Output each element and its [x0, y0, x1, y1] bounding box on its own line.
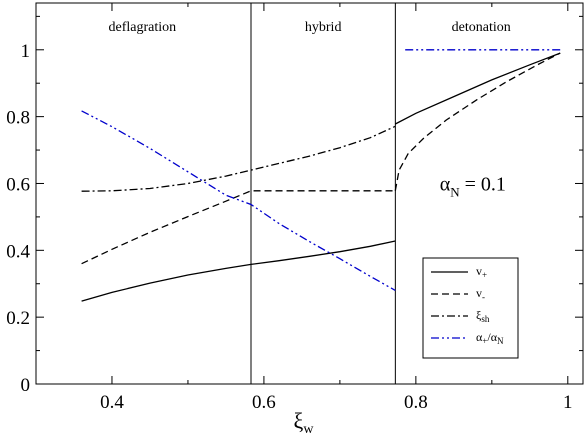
legend-symbol-rest: /α [487, 330, 497, 344]
x-axis-subscript: w [303, 422, 314, 437]
region-labels: deflagration hybrid detonation [109, 20, 511, 35]
region-label-hybrid: hybrid [305, 20, 342, 35]
y-tick-label: 1 [21, 41, 31, 62]
series-line-0 [81, 240, 396, 302]
x-tick-label: 0.6 [252, 392, 276, 413]
alpha-n-text: αN = 0.1 [440, 173, 506, 199]
legend-box [422, 257, 519, 359]
legend-subscript: + [482, 270, 487, 280]
alpha-subscript: N [450, 184, 460, 199]
alpha-n-annotation: αN = 0.1 [440, 173, 506, 199]
y-tick-label: 0.8 [6, 108, 30, 129]
legend-subscript: - [482, 292, 485, 302]
region-label-detonation: detonation [452, 20, 511, 35]
region-boundaries [250, 3, 396, 384]
series-line-3 [81, 110, 396, 291]
alpha-symbol: α [440, 173, 451, 195]
legend-symbol: ξ [476, 308, 482, 322]
series-line-1 [81, 190, 396, 265]
series-line-2 [81, 125, 396, 192]
legend-entry: α+/αN [476, 330, 504, 346]
y-tick-label: 0 [21, 375, 31, 396]
x-tick-label: 0.4 [100, 392, 124, 413]
x-axis-symbol: ξ [294, 408, 304, 433]
y-tick-label: 0.2 [6, 308, 30, 329]
axis-ticks: 0.4 0.6 0.8 1 0 0.2 0.4 0.6 0.8 1 [6, 3, 583, 413]
legend-subscript-2: N [497, 336, 504, 346]
legend-symbol: v [476, 264, 482, 278]
plot-frame [35, 2, 584, 385]
x-axis-label: ξw [294, 408, 315, 437]
alpha-value: = 0.1 [460, 173, 506, 195]
legend-subscript: + [482, 336, 487, 346]
legend-subscript: sh [481, 314, 490, 324]
legend-symbol: α [476, 330, 483, 344]
y-tick-label: 0.4 [6, 241, 30, 262]
series-line-0 [395, 52, 561, 125]
y-tick-label: 0.6 [6, 174, 30, 195]
series-line-1 [394, 52, 561, 191]
legend-entry: ξsh [476, 308, 490, 324]
x-tick-label: 0.8 [404, 392, 428, 413]
legend-entry: v+ [476, 264, 487, 280]
legend-symbol: v [476, 286, 482, 300]
series-layer [81, 49, 561, 302]
legend-entry: v- [476, 286, 485, 302]
region-label-deflagration: deflagration [109, 20, 177, 35]
x-axis-title: ξw [294, 408, 315, 437]
x-tick-label: 1 [563, 392, 573, 413]
